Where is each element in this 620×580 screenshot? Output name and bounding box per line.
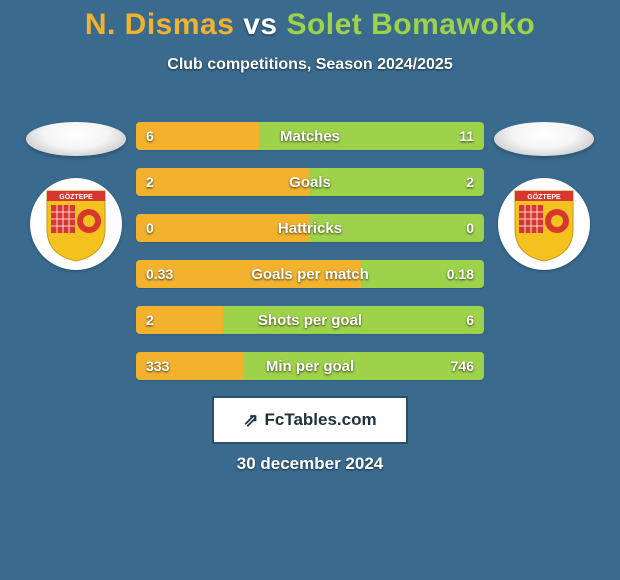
player1-name: N. Dismas [85, 8, 235, 41]
player1-club-badge: GÖZTEPE [30, 178, 122, 270]
player2-photo-placeholder [494, 122, 594, 156]
stat-right-value: 0.18 [447, 260, 474, 288]
stat-right-value: 0 [466, 214, 474, 242]
stat-bar: Matches611 [136, 122, 484, 150]
stat-right-segment [310, 168, 484, 196]
stat-left-segment [136, 214, 310, 242]
content-columns: GÖZTEPE Matches611Goals22Hattricks00Goal… [0, 118, 620, 380]
player2-name: Solet Bomawoko [286, 8, 535, 41]
stat-left-value: 0.33 [146, 260, 173, 288]
stat-bar: Min per goal333746 [136, 352, 484, 380]
brand-text: FcTables.com [264, 410, 376, 430]
stat-bar: Shots per goal26 [136, 306, 484, 334]
svg-text:GÖZTEPE: GÖZTEPE [527, 192, 561, 201]
crest-text: GÖZTEPE [59, 192, 93, 201]
stat-left-value: 333 [146, 352, 169, 380]
vs-text: vs [234, 8, 286, 41]
stat-right-segment [244, 352, 484, 380]
brand-box: ⇗ FcTables.com [212, 396, 408, 444]
page-title: N. Dismas vs Solet Bomawoko [0, 0, 620, 42]
left-player-column: GÖZTEPE [16, 118, 136, 270]
stat-bar: Hattricks00 [136, 214, 484, 242]
right-player-column: GÖZTEPE [484, 118, 604, 270]
stat-left-value: 6 [146, 122, 154, 150]
brand-arrow-icon: ⇗ [243, 410, 258, 431]
player2-club-badge: GÖZTEPE [498, 178, 590, 270]
stat-left-segment [136, 122, 259, 150]
stat-right-segment [259, 122, 484, 150]
date-label: 30 december 2024 [0, 454, 620, 474]
subtitle: Club competitions, Season 2024/2025 [0, 56, 620, 74]
stat-left-value: 2 [146, 306, 154, 334]
goztepe-crest-icon: GÖZTEPE [43, 185, 109, 263]
comparison-card: N. Dismas vs Solet Bomawoko Club competi… [0, 0, 620, 580]
stat-right-value: 11 [459, 122, 474, 150]
stat-right-segment [310, 214, 484, 242]
stats-panel: Matches611Goals22Hattricks00Goals per ma… [136, 118, 484, 380]
player1-photo-placeholder [26, 122, 126, 156]
stat-right-value: 6 [466, 306, 474, 334]
stat-right-value: 746 [451, 352, 474, 380]
stat-right-segment [223, 306, 484, 334]
stat-left-segment [136, 168, 310, 196]
goztepe-crest-icon: GÖZTEPE [511, 185, 577, 263]
stat-left-value: 0 [146, 214, 154, 242]
stat-right-value: 2 [466, 168, 474, 196]
stat-bar: Goals per match0.330.18 [136, 260, 484, 288]
stat-left-value: 2 [146, 168, 154, 196]
stat-bar: Goals22 [136, 168, 484, 196]
